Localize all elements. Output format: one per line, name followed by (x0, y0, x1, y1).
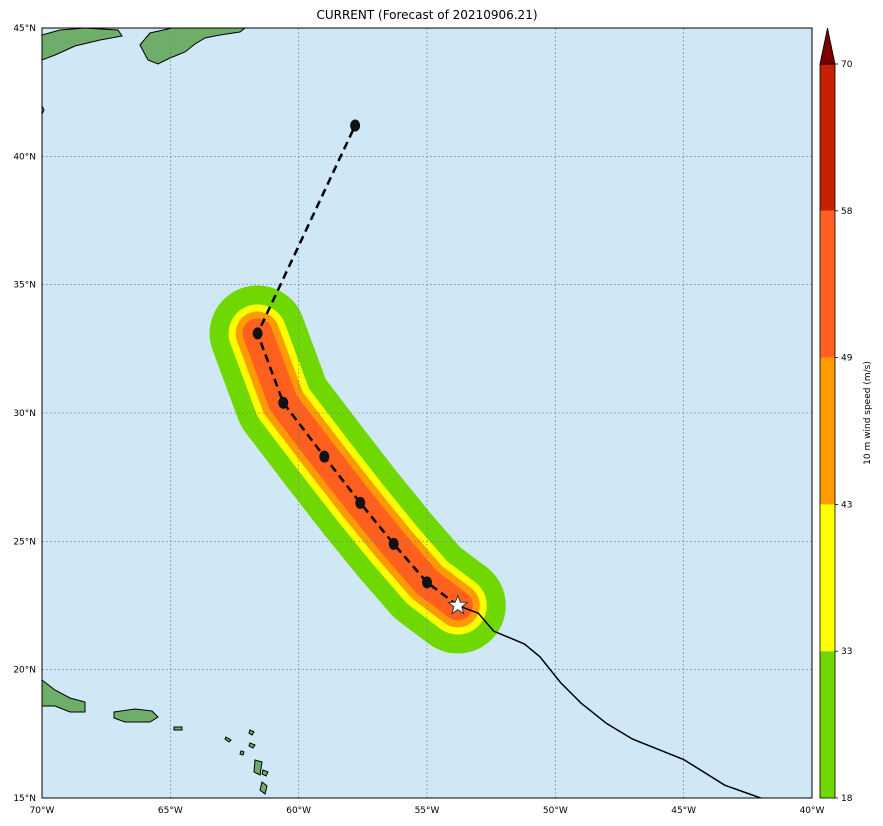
colorbar-tick-label: 33 (841, 647, 852, 657)
lat-tick-label: 35°N (13, 281, 36, 291)
forecast-point-marker (422, 576, 432, 589)
lat-tick-label: 40°N (13, 152, 36, 162)
past-track-line (457, 604, 761, 798)
map-frame (41, 27, 813, 799)
forecast-markers (252, 119, 469, 615)
map-gridlines (42, 28, 812, 798)
current-position-star-icon (446, 594, 469, 615)
forecast-point-marker (252, 327, 263, 340)
lat-tick-label: 45°N (13, 24, 36, 34)
forecast-point-marker (350, 119, 361, 132)
lon-tick-label: 50°W (543, 806, 568, 816)
land-island-e (239, 750, 245, 756)
land-island-h (259, 781, 268, 795)
land-island-a (173, 726, 183, 731)
land-nova-scotia (42, 28, 123, 61)
colorbar-tick-label: 70 (841, 60, 853, 70)
colorbar-tick-label: 49 (841, 354, 853, 364)
land-island-b (224, 736, 232, 743)
lon-tick-label: 40°W (800, 806, 825, 816)
forecast-point-marker (388, 537, 399, 550)
chart-title: CURRENT (Forecast of 20210906.21) (316, 8, 538, 22)
colorbar-tick-label: 18 (841, 794, 853, 804)
lat-tick-label: 30°N (13, 409, 36, 419)
forecast-point-marker (319, 450, 330, 463)
forecast-point-marker (278, 396, 289, 409)
land-masses (42, 28, 269, 795)
colorbar-frame (819, 63, 836, 799)
axis-ticks: 70°W 65°W 60°W 55°W 50°W 45°W 40°W 15°N 20°N 25°N… (13, 24, 824, 816)
forecast-point-marker (355, 496, 366, 509)
land-hispaniola (42, 679, 86, 713)
land-island-f (253, 759, 263, 776)
colorbar-extend-arrow (819, 27, 836, 65)
lon-tick-label: 45°W (671, 806, 696, 816)
colorbar-segment (820, 64, 835, 211)
colorbar-segment (820, 504, 835, 652)
land-newfoundland (139, 28, 246, 65)
colorbar-tick-label: 43 (841, 500, 852, 510)
land-puerto-rico (113, 708, 159, 723)
lon-tick-label: 55°W (415, 806, 440, 816)
colorbar-title: 10 m wind speed (m/s) (863, 361, 873, 465)
lon-tick-label: 60°W (286, 806, 311, 816)
colorbar-segment (820, 357, 835, 505)
colorbar-segment (820, 210, 835, 358)
lat-tick-label: 20°N (13, 666, 36, 676)
land-island-c (248, 729, 255, 736)
lon-tick-label: 65°W (158, 806, 183, 816)
forecast-track-line (256, 125, 459, 607)
lat-tick-label: 25°N (13, 537, 36, 547)
colorbar-segment (820, 651, 835, 798)
colorbar-tick-label: 58 (841, 207, 853, 217)
lat-tick-label: 15°N (13, 794, 36, 804)
land-island-d (248, 742, 256, 749)
colorbar: 18 33 43 49 58 70 10 m wind speed (m/s) (819, 27, 873, 804)
lon-tick-label: 70°W (30, 806, 55, 816)
land-island-g (261, 769, 269, 777)
